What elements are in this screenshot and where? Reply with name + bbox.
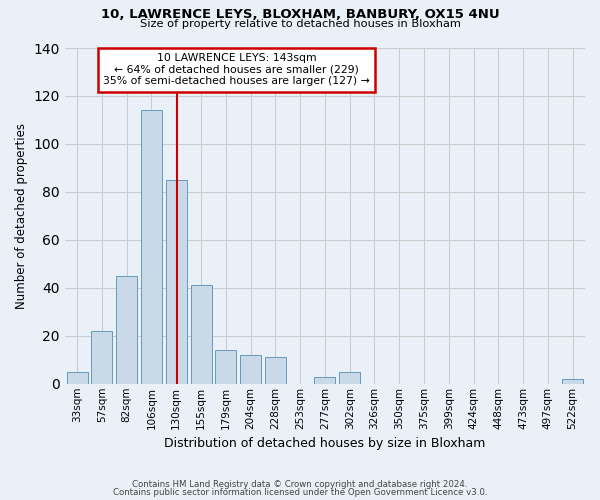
- Text: Contains public sector information licensed under the Open Government Licence v3: Contains public sector information licen…: [113, 488, 487, 497]
- Bar: [215, 350, 236, 384]
- Bar: [191, 286, 212, 384]
- Text: 10 LAWRENCE LEYS: 143sqm
← 64% of detached houses are smaller (229)
35% of semi-: 10 LAWRENCE LEYS: 143sqm ← 64% of detach…: [103, 53, 370, 86]
- Bar: [240, 355, 261, 384]
- Text: Contains HM Land Registry data © Crown copyright and database right 2024.: Contains HM Land Registry data © Crown c…: [132, 480, 468, 489]
- Text: Size of property relative to detached houses in Bloxham: Size of property relative to detached ho…: [140, 19, 460, 29]
- Bar: [67, 372, 88, 384]
- Text: 10, LAWRENCE LEYS, BLOXHAM, BANBURY, OX15 4NU: 10, LAWRENCE LEYS, BLOXHAM, BANBURY, OX1…: [101, 8, 499, 20]
- Bar: [166, 180, 187, 384]
- Y-axis label: Number of detached properties: Number of detached properties: [15, 123, 28, 309]
- Bar: [116, 276, 137, 384]
- Bar: [339, 372, 360, 384]
- Bar: [562, 379, 583, 384]
- Bar: [141, 110, 162, 384]
- Bar: [91, 331, 112, 384]
- Bar: [265, 358, 286, 384]
- Bar: [314, 376, 335, 384]
- X-axis label: Distribution of detached houses by size in Bloxham: Distribution of detached houses by size …: [164, 437, 485, 450]
